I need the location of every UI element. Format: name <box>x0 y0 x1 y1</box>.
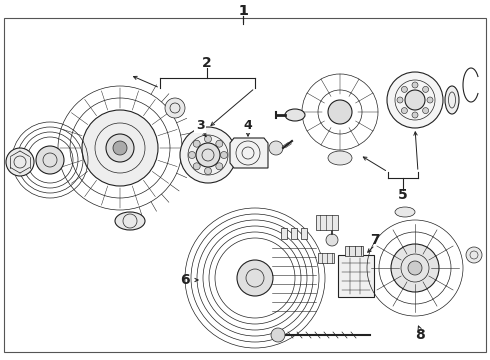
Text: 7: 7 <box>370 233 380 247</box>
Bar <box>318 253 334 263</box>
Circle shape <box>326 234 338 246</box>
Circle shape <box>271 328 285 342</box>
Ellipse shape <box>328 151 352 165</box>
Text: 3: 3 <box>196 118 204 131</box>
Circle shape <box>401 86 407 93</box>
Bar <box>316 215 338 230</box>
Text: 2: 2 <box>202 56 212 70</box>
Text: 6: 6 <box>180 273 190 287</box>
Circle shape <box>422 86 429 93</box>
Circle shape <box>391 244 439 292</box>
Circle shape <box>412 82 418 88</box>
Ellipse shape <box>285 109 305 121</box>
Circle shape <box>36 146 64 174</box>
Circle shape <box>466 247 482 263</box>
Bar <box>291 228 297 239</box>
Bar <box>301 228 307 239</box>
Circle shape <box>204 167 212 175</box>
Circle shape <box>401 108 407 114</box>
Circle shape <box>405 90 425 110</box>
Circle shape <box>193 163 200 170</box>
Polygon shape <box>268 238 320 322</box>
Circle shape <box>427 97 433 103</box>
Text: 5: 5 <box>398 188 408 202</box>
Ellipse shape <box>115 212 145 230</box>
Circle shape <box>220 152 227 158</box>
Circle shape <box>82 110 158 186</box>
Circle shape <box>216 163 223 170</box>
Circle shape <box>113 141 127 155</box>
Circle shape <box>422 108 429 114</box>
Circle shape <box>269 141 283 155</box>
Bar <box>338 255 374 297</box>
Circle shape <box>397 97 403 103</box>
Text: 8: 8 <box>415 328 425 342</box>
Circle shape <box>185 208 325 348</box>
Circle shape <box>12 122 88 198</box>
Circle shape <box>216 140 223 147</box>
Circle shape <box>193 140 200 147</box>
Text: 4: 4 <box>244 118 252 131</box>
Circle shape <box>328 100 352 124</box>
Ellipse shape <box>445 86 459 114</box>
Bar <box>281 228 287 239</box>
Circle shape <box>237 260 273 296</box>
Ellipse shape <box>395 207 415 217</box>
Polygon shape <box>230 138 268 168</box>
Circle shape <box>357 210 473 326</box>
Text: 1: 1 <box>238 4 248 18</box>
Bar <box>345 246 363 256</box>
Circle shape <box>45 73 195 223</box>
Circle shape <box>196 143 220 167</box>
Text: 1: 1 <box>238 4 248 18</box>
Circle shape <box>165 98 185 118</box>
Circle shape <box>412 112 418 118</box>
Polygon shape <box>295 65 398 158</box>
Circle shape <box>6 148 34 176</box>
Circle shape <box>204 135 212 143</box>
Circle shape <box>387 72 443 128</box>
Circle shape <box>189 152 196 158</box>
Circle shape <box>180 127 236 183</box>
Circle shape <box>106 134 134 162</box>
Circle shape <box>408 261 422 275</box>
